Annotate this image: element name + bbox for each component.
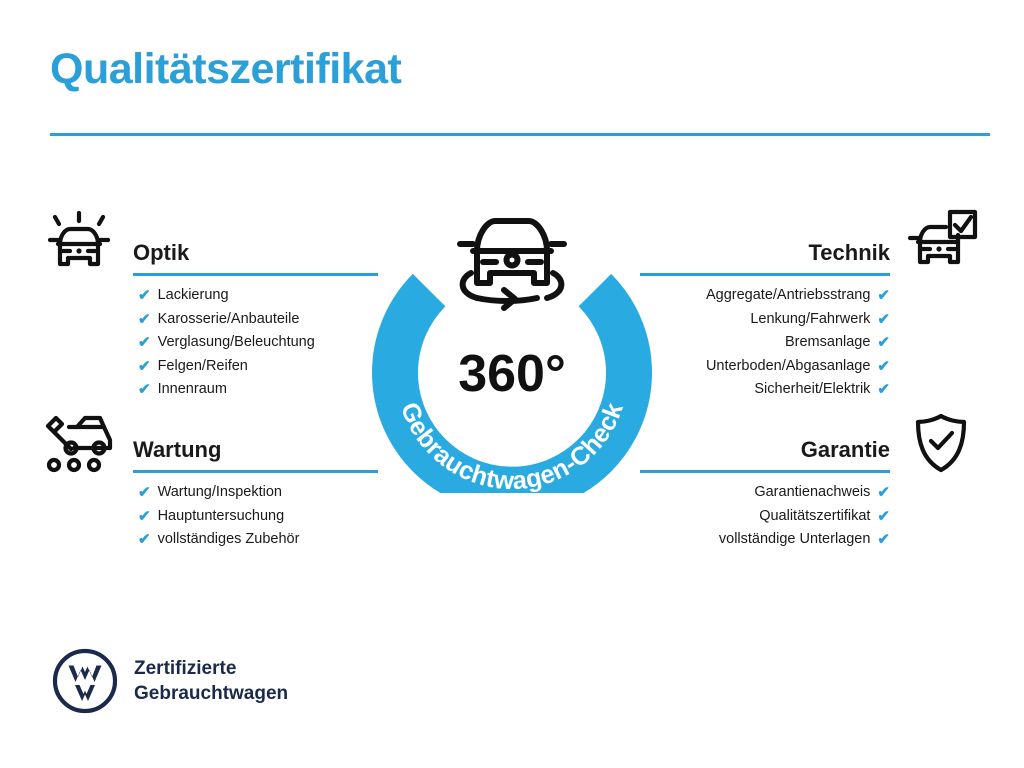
list-item: ✔ Lackierung bbox=[138, 284, 378, 308]
check-icon: ✔ bbox=[138, 507, 151, 525]
list-item-label: Lenkung/Fahrwerk bbox=[750, 310, 871, 327]
list-item: ✔ vollständiges Zubehör bbox=[138, 528, 378, 552]
car-shine-icon bbox=[46, 210, 112, 277]
list-item: Aggregate/Antriebsstrang ✔ bbox=[640, 284, 890, 308]
list-item: Qualitätszertifikat ✔ bbox=[640, 505, 890, 529]
list-item-label: Bremsanlage bbox=[784, 334, 871, 350]
check-icon: ✔ bbox=[138, 484, 151, 501]
page-title: Qualitätszertifikat bbox=[50, 45, 402, 93]
check-icon: ✔ bbox=[138, 357, 151, 375]
section-wartung-divider bbox=[133, 470, 378, 473]
brand-text: Zertifizierte Gebrauchtwagen bbox=[134, 656, 288, 706]
section-wartung-title: Wartung bbox=[133, 437, 222, 462]
list-item: ✔ Innenraum bbox=[138, 378, 378, 402]
list-item-label: Karosserie/Anbauteile bbox=[157, 310, 300, 327]
section-technik-title: Technik bbox=[808, 240, 890, 265]
check-icon: ✔ bbox=[877, 507, 890, 525]
list-item: ✔ Felgen/Reifen bbox=[138, 355, 378, 379]
car-service-tool-icon bbox=[44, 413, 114, 478]
list-item-label: Qualitätszertifikat bbox=[759, 507, 871, 524]
list-item: ✔ Verglasung/Beleuchtung bbox=[138, 331, 378, 355]
section-garantie-divider bbox=[640, 470, 890, 473]
list-item-label: Innenraum bbox=[157, 381, 227, 397]
list-item-label: Felgen/Reifen bbox=[157, 357, 248, 374]
check-icon: ✔ bbox=[877, 357, 890, 375]
section-garantie-list: Garantienachweis ✔ Qualitätszertifikat ✔ v… bbox=[640, 481, 890, 552]
check-icon: ✔ bbox=[138, 531, 151, 548]
check-icon: ✔ bbox=[138, 287, 151, 304]
list-item-label: Hauptuntersuchung bbox=[157, 507, 285, 524]
section-garantie: Garantie Garantienachweis ✔ Qualitätszert… bbox=[640, 435, 890, 552]
title-divider bbox=[50, 133, 990, 136]
list-item: Bremsanlage ✔ bbox=[640, 331, 890, 355]
check-icon: ✔ bbox=[877, 484, 890, 501]
section-optik-head: Optik bbox=[133, 238, 378, 284]
section-wartung: Wartung ✔ Wartung/Inspektion ✔ Hauptunters… bbox=[133, 435, 378, 552]
list-item-label: vollständige Unterlagen bbox=[718, 531, 871, 547]
section-optik-divider bbox=[133, 273, 378, 276]
volkswagen-logo bbox=[52, 648, 118, 714]
list-item: ✔ Karosserie/Anbauteile bbox=[138, 308, 378, 332]
list-item-label: Wartung/Inspektion bbox=[157, 484, 282, 500]
list-item: Lenkung/Fahrwerk ✔ bbox=[640, 308, 890, 332]
section-garantie-title: Garantie bbox=[800, 437, 890, 462]
list-item: Unterboden/Abgasanlage ✔ bbox=[640, 355, 890, 379]
list-item-label: Sicherheit/Elektrik bbox=[754, 381, 871, 397]
check-icon: ✔ bbox=[138, 381, 151, 398]
check-icon: ✔ bbox=[877, 287, 890, 304]
brand-lockup: Zertifizierte Gebrauchtwagen bbox=[52, 648, 288, 714]
section-optik-title: Optik bbox=[133, 240, 190, 265]
list-item: ✔ Wartung/Inspektion bbox=[138, 481, 378, 505]
list-item-label: Verglasung/Beleuchtung bbox=[157, 334, 315, 350]
check-icon: ✔ bbox=[138, 310, 151, 328]
list-item-label: Aggregate/Antriebsstrang bbox=[705, 287, 871, 303]
brand-line-2: Gebrauchtwagen bbox=[134, 683, 289, 704]
check-icon: ✔ bbox=[877, 381, 890, 398]
car-checkbox-icon bbox=[906, 209, 978, 276]
list-item: vollständige Unterlagen ✔ bbox=[640, 528, 890, 552]
car-rotate-icon bbox=[457, 218, 567, 311]
section-optik: Optik ✔ Lackierung ✔ Karosserie/Anbauteile… bbox=[133, 238, 378, 402]
list-item: ✔ Hauptuntersuchung bbox=[138, 505, 378, 529]
section-wartung-list: ✔ Wartung/Inspektion ✔ Hauptuntersuchung ✔… bbox=[133, 481, 378, 552]
shield-check-icon bbox=[913, 412, 969, 479]
section-technik-list: Aggregate/Antriebsstrang ✔ Lenkung/Fahrwe… bbox=[640, 284, 890, 402]
section-optik-list: ✔ Lackierung ✔ Karosserie/Anbauteile ✔ Verg… bbox=[133, 284, 378, 402]
section-wartung-head: Wartung bbox=[133, 435, 378, 481]
section-technik-head: Technik bbox=[640, 238, 890, 284]
list-item-label: Lackierung bbox=[157, 287, 229, 303]
section-technik: Technik Aggregate/Antriebsstrang ✔ Lenkun… bbox=[640, 238, 890, 402]
section-technik-divider bbox=[640, 273, 890, 276]
check-icon: ✔ bbox=[877, 310, 890, 328]
check-icon: ✔ bbox=[138, 334, 151, 351]
brand-line-1: Zertifizierte bbox=[134, 658, 237, 679]
list-item-label: Garantienachweis bbox=[754, 484, 871, 500]
section-garantie-head: Garantie bbox=[640, 435, 890, 481]
check-icon: ✔ bbox=[877, 334, 890, 351]
gebrauchtwagen-check-badge: Gebrauchtwagen-Check bbox=[372, 193, 652, 513]
check-icon: ✔ bbox=[877, 531, 890, 548]
list-item-label: Unterboden/Abgasanlage bbox=[705, 357, 871, 374]
list-item-label: vollständiges Zubehör bbox=[157, 531, 300, 547]
list-item: Garantienachweis ✔ bbox=[640, 481, 890, 505]
list-item: Sicherheit/Elektrik ✔ bbox=[640, 378, 890, 402]
